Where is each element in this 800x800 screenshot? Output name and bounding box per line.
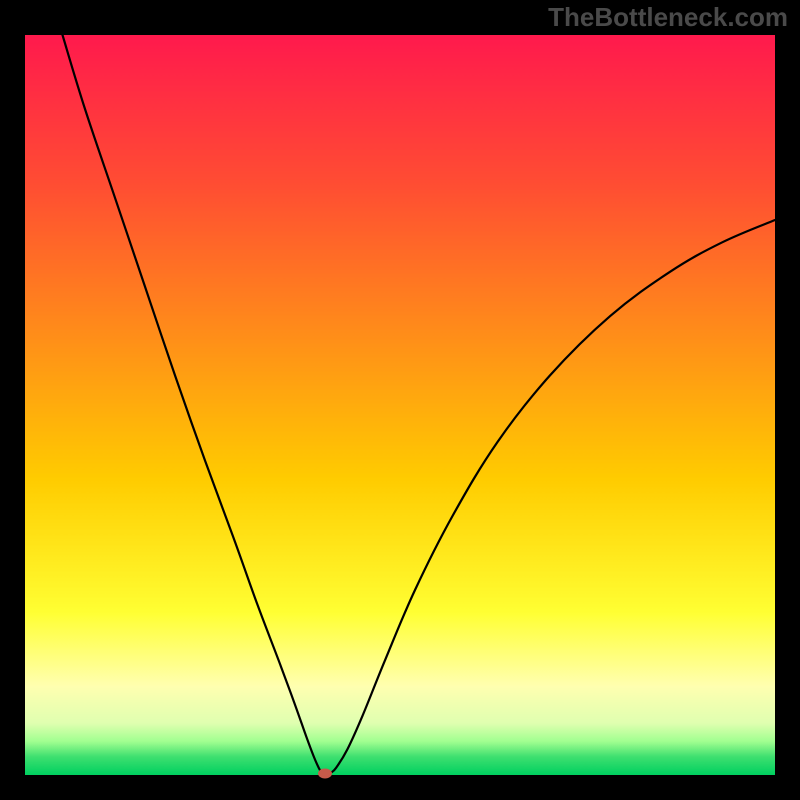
curve-left-branch <box>63 35 323 773</box>
curve-right-branch <box>331 220 775 773</box>
watermark-text: TheBottleneck.com <box>548 2 788 33</box>
chart-curve-layer <box>25 35 775 775</box>
dip-marker <box>318 769 332 779</box>
bottleneck-chart <box>25 35 775 775</box>
